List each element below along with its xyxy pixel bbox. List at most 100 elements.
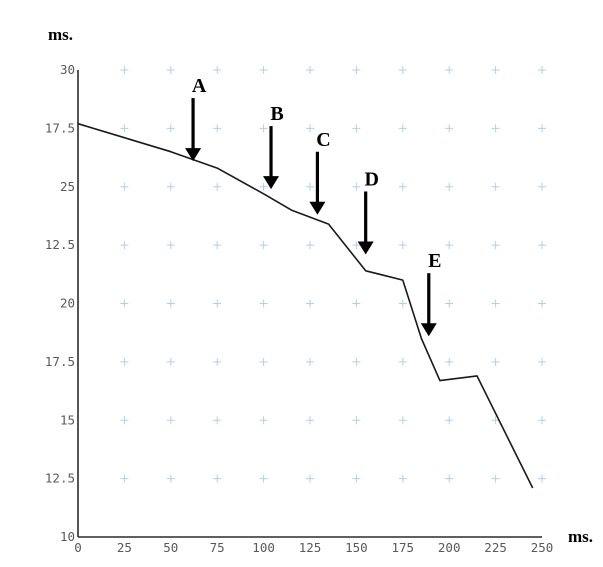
grid-plus-marker (166, 124, 175, 133)
grid-plus-marker (259, 299, 268, 308)
grid-plus-marker (306, 66, 314, 74)
grid-plus-marker (352, 357, 361, 366)
grid-plus-marker (352, 299, 361, 308)
y-tick-label: 15 (60, 412, 75, 427)
grid-plus-marker (491, 66, 500, 74)
grid-plus-marker (352, 474, 361, 483)
grid-plus-marker (538, 124, 546, 133)
grid-plus-marker (538, 241, 546, 250)
annotation-label: D (364, 168, 378, 190)
grid-plus-marker (306, 299, 314, 308)
grid-plus-marker (120, 357, 129, 366)
series-group (77, 122, 534, 489)
annotation-d: D (357, 168, 379, 255)
grid-plus-marker (352, 124, 361, 133)
grid-plus-marker (491, 182, 500, 191)
grid-plus-marker (259, 66, 268, 74)
grid-plus-marker (445, 182, 454, 191)
grid-plus-marker (445, 241, 454, 250)
arrow-head (263, 176, 280, 190)
x-tick-label: 175 (392, 540, 415, 555)
grid-plus-marker (259, 182, 268, 191)
annotation-b: B (263, 103, 284, 190)
arrow-head (185, 148, 202, 162)
grid-plus-marker (213, 357, 222, 366)
y-tick-label: 25 (60, 179, 75, 194)
x-tick-label: 100 (252, 540, 275, 555)
grid-plus-marker (538, 357, 546, 366)
grid-plus-marker (213, 182, 222, 191)
grid-plus-marker (306, 474, 314, 483)
y-axis-unit-label: ms. (48, 25, 73, 44)
grid-plus-marker (213, 66, 222, 74)
grid-plus-marker (120, 66, 129, 74)
grid-plus-marker (213, 416, 222, 425)
grid-markers (120, 66, 546, 483)
y-tick-label: 30 (60, 62, 75, 77)
grid-plus-marker (491, 241, 500, 250)
grid-plus-marker (306, 357, 314, 366)
x-tick-label: 0 (74, 540, 82, 555)
grid-plus-marker (491, 124, 500, 133)
grid-plus-marker (398, 182, 407, 191)
grid-plus-marker (213, 124, 222, 133)
grid-plus-marker (166, 357, 175, 366)
series-line (77, 122, 534, 489)
grid-plus-marker (398, 357, 407, 366)
grid-plus-marker (538, 474, 546, 483)
arrow-head (309, 201, 326, 215)
grid-plus-marker (398, 416, 407, 425)
grid-plus-marker (120, 474, 129, 483)
grid-plus-marker (445, 416, 454, 425)
y-tick-label: 17.5 (45, 120, 75, 135)
grid-plus-marker (445, 124, 454, 133)
annotation-label: C (316, 129, 330, 151)
grid-plus-marker (352, 241, 361, 250)
x-tick-label: 200 (438, 540, 461, 555)
y-tick-label: 20 (60, 296, 75, 311)
grid-plus-marker (398, 241, 407, 250)
grid-plus-marker (166, 66, 175, 74)
annotation-label: E (428, 250, 441, 272)
tick-labels: 10 12.5 15 17.5 20 12.5 25 17.5 30 0 25 50 75 100 125 1… (45, 62, 553, 555)
grid-plus-marker (213, 241, 222, 250)
grid-plus-marker (491, 474, 500, 483)
grid-plus-marker (306, 416, 314, 425)
grid-plus-marker (491, 357, 500, 366)
grid-plus-marker (398, 66, 407, 74)
grid-plus-marker (538, 66, 546, 74)
y-tick-label: 17.5 (45, 354, 75, 369)
x-tick-label: 125 (299, 540, 322, 555)
x-tick-label: 50 (163, 540, 178, 555)
grid-plus-marker (213, 474, 222, 483)
grid-plus-marker (259, 474, 268, 483)
grid-plus-marker (491, 299, 500, 308)
arrow-head (357, 241, 374, 255)
arrow-head (420, 323, 437, 337)
grid-plus-marker (166, 299, 175, 308)
x-tick-label: 250 (531, 540, 554, 555)
grid-plus-marker (259, 241, 268, 250)
annotation-c: C (309, 129, 331, 215)
grid-plus-marker (166, 416, 175, 425)
annotation-e: E (420, 250, 441, 337)
grid-plus-marker (538, 182, 546, 191)
grid-plus-marker (166, 241, 175, 250)
grid-plus-marker (166, 474, 175, 483)
grid-plus-marker (120, 124, 129, 133)
y-tick-label: 10 (60, 529, 75, 544)
y-tick-label: 12.5 (45, 237, 75, 252)
grid-plus-marker (213, 299, 222, 308)
grid-plus-marker (445, 474, 454, 483)
grid-plus-marker (445, 357, 454, 366)
grid-plus-marker (398, 299, 407, 308)
grid-plus-marker (306, 182, 314, 191)
grid-plus-marker (120, 182, 129, 191)
grid-plus-marker (166, 182, 175, 191)
grid-plus-marker (445, 299, 454, 308)
grid-plus-marker (120, 241, 129, 250)
x-tick-label: 150 (345, 540, 368, 555)
y-tick-label: 12.5 (45, 471, 75, 486)
grid-plus-marker (538, 299, 546, 308)
